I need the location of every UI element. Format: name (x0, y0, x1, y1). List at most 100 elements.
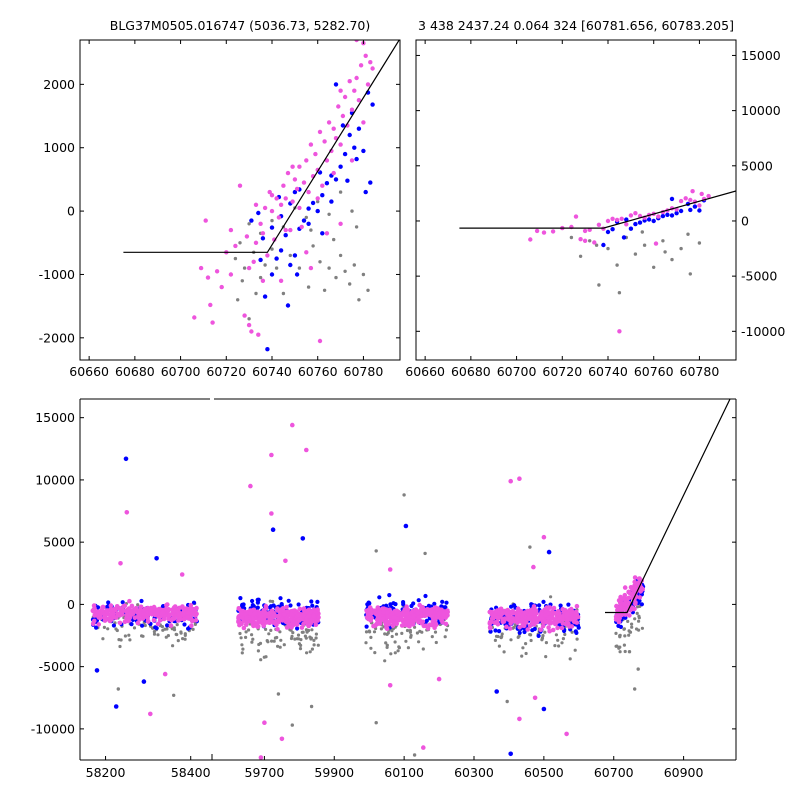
data-point (127, 598, 132, 604)
data-point (428, 622, 434, 628)
data-point (291, 631, 295, 635)
data-point (299, 625, 305, 630)
data-point (674, 211, 679, 216)
data-point (615, 263, 619, 267)
data-point (228, 227, 234, 233)
data-point (575, 637, 579, 641)
data-point (187, 607, 193, 612)
data-point (338, 88, 343, 93)
data-point (409, 609, 415, 615)
data-point (193, 617, 199, 623)
data-point (256, 210, 261, 216)
data-point (240, 602, 245, 607)
data-point (567, 607, 573, 613)
model-line (605, 399, 731, 614)
data-point (297, 266, 302, 270)
data-point (404, 639, 408, 643)
data-point (518, 618, 524, 624)
data-point (388, 602, 393, 607)
data-point (594, 243, 599, 247)
data-point (290, 199, 295, 204)
data-point (94, 625, 99, 630)
data-point (278, 596, 283, 601)
data-point (637, 619, 641, 623)
data-point (279, 602, 284, 607)
data-point (274, 256, 279, 261)
data-point (376, 610, 382, 615)
data-point (364, 624, 369, 629)
data-point (560, 613, 566, 619)
data-point (276, 215, 282, 220)
data-point (549, 595, 553, 599)
data-point (171, 644, 175, 648)
data-point (601, 242, 606, 248)
x-tick-label: 60740 (252, 364, 292, 379)
data-point (258, 221, 263, 226)
data-point (517, 716, 522, 722)
data-point (374, 621, 379, 627)
data-point (292, 177, 298, 182)
data-point (262, 205, 268, 211)
data-point (250, 640, 254, 644)
data-point (498, 606, 504, 612)
data-point (282, 643, 286, 647)
data-point (324, 231, 330, 236)
data-point (524, 620, 529, 625)
data-point (508, 478, 513, 484)
data-point (290, 608, 296, 614)
data-point (280, 618, 286, 623)
data-point (688, 197, 693, 203)
data-point (633, 252, 638, 256)
data-point (633, 211, 638, 216)
data-point (123, 456, 129, 462)
data-point (488, 625, 493, 631)
data-point (393, 602, 398, 607)
data-point (370, 102, 375, 107)
data-point (140, 634, 144, 638)
data-point (399, 616, 404, 621)
data-point (327, 266, 331, 270)
data-point (285, 303, 291, 308)
data-point (165, 602, 170, 607)
data-point (315, 208, 320, 214)
data-point (596, 222, 602, 227)
data-point (430, 614, 435, 620)
data-point (294, 621, 299, 626)
data-point (268, 599, 272, 603)
data-point (621, 235, 627, 240)
data-point (617, 291, 622, 295)
data-point (421, 745, 426, 750)
data-point (301, 630, 305, 634)
data-point (175, 633, 179, 637)
data-point (391, 615, 397, 620)
data-point (262, 720, 267, 725)
data-point (299, 638, 303, 642)
x-tick-label: 60900 (664, 765, 704, 780)
data-point (623, 649, 627, 654)
data-point (432, 601, 437, 606)
data-point (303, 620, 309, 625)
data-point (312, 643, 316, 647)
data-point (406, 646, 410, 650)
data-point (624, 222, 629, 227)
data-point (303, 634, 307, 638)
data-point (253, 623, 259, 628)
data-point (272, 620, 278, 626)
data-point (338, 190, 343, 194)
data-point (499, 635, 503, 639)
data-point (623, 615, 628, 620)
data-point (311, 614, 317, 619)
data-point (632, 575, 638, 580)
data-point (264, 655, 268, 659)
data-point (617, 605, 623, 610)
data-point (246, 322, 252, 328)
data-point (256, 597, 261, 602)
data-point (423, 551, 427, 556)
data-point (627, 650, 632, 654)
data-point (192, 315, 197, 320)
data-point (140, 616, 146, 621)
data-point (529, 633, 533, 637)
data-point (142, 606, 148, 612)
data-point (406, 618, 412, 624)
data-point (243, 615, 249, 621)
